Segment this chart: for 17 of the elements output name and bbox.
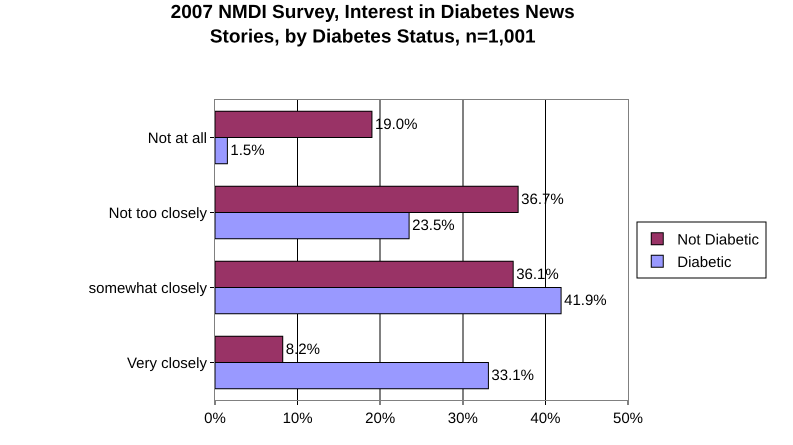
- chart-title: 2007 NMDI Survey, Interest in Diabetes News Stories, by Diabetes Status, n=1,001: [170, 2, 575, 48]
- legend-label: Not Diabetic: [677, 232, 760, 249]
- x-tick-label: 0%: [204, 410, 226, 427]
- data-label: 23.5%: [412, 217, 455, 234]
- x-tick-label: 10%: [282, 410, 313, 427]
- x-tick-label: 30%: [448, 410, 478, 427]
- y-tick-label: Not at all: [148, 130, 207, 147]
- x-tick-label: 40%: [530, 410, 560, 427]
- legend-label: Diabetic: [677, 254, 732, 272]
- data-label: 33.1%: [491, 367, 534, 384]
- x-tick-label: 20%: [365, 410, 396, 427]
- y-tick-label: Very closely: [126, 354, 208, 372]
- x-tick-label: 50%: [612, 410, 644, 427]
- data-label: 1.5%: [230, 142, 265, 160]
- y-tick-label: somewhat closely: [88, 280, 208, 297]
- data-label: 41.9%: [564, 292, 607, 310]
- y-tick-label: Not too closely: [108, 204, 208, 222]
